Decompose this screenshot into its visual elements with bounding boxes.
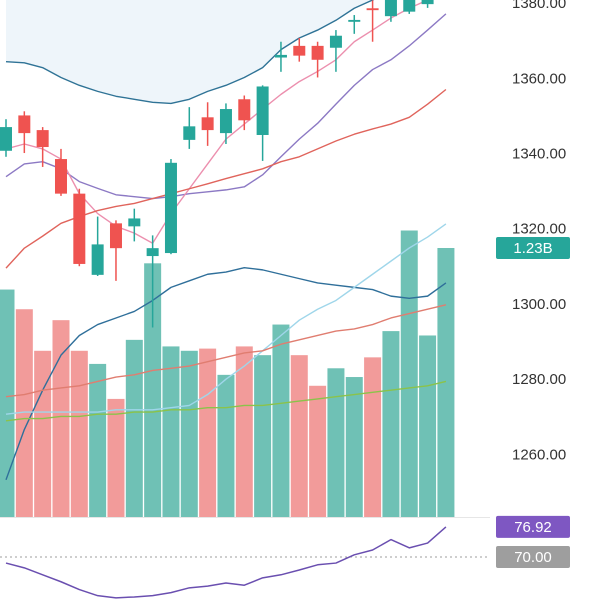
candle-body	[54, 159, 67, 194]
candle-body	[403, 0, 416, 12]
rsi-panel	[0, 526, 490, 599]
volume-bar	[235, 346, 253, 517]
y-tick-label: 1300.00	[512, 296, 566, 313]
volume-bar	[272, 324, 290, 517]
volume-bar	[364, 357, 382, 517]
candle-body	[109, 223, 122, 249]
volume-bar	[52, 320, 70, 517]
price-panel	[0, 0, 447, 328]
volume-bar	[199, 348, 217, 517]
volume-overlay-line	[5, 380, 447, 422]
y-tick-label: 1360.00	[512, 70, 566, 87]
y-tick-label: 1380.00	[512, 0, 566, 12]
rsi-reference-label: 70.00	[514, 549, 552, 566]
y-tick-label: 1320.00	[512, 221, 566, 238]
volume-bar	[107, 398, 125, 517]
price-overlay-line	[5, 0, 375, 105]
volume-last-label: 1.23B	[513, 240, 552, 257]
candle-body	[329, 35, 342, 48]
volume-bar	[125, 339, 143, 517]
volume-bar	[254, 355, 272, 517]
candle-body	[201, 117, 214, 131]
candle-body	[238, 99, 251, 121]
candle-body	[183, 126, 196, 140]
volume-bar	[180, 350, 198, 517]
volume-bar	[162, 346, 180, 517]
candle-body	[293, 45, 306, 56]
candle-body	[73, 193, 86, 264]
candle-body	[18, 115, 31, 134]
candle-body	[311, 45, 324, 60]
volume-bar	[89, 363, 107, 517]
volume-overlay-line	[5, 223, 447, 415]
volume-bar	[345, 377, 363, 517]
volume-bar	[400, 230, 418, 517]
price-axis: 1380.00 1360.00 1340.00 1320.00 1300.00 1280.…	[496, 0, 570, 568]
candle-body	[274, 54, 287, 58]
y-tick-label: 1260.00	[512, 446, 566, 463]
candle-body	[91, 244, 104, 275]
volume-bar	[327, 368, 345, 517]
volume-bar	[217, 374, 235, 517]
rsi-last-label-box	[496, 515, 570, 538]
candle-body	[0, 127, 12, 151]
volume-bar	[382, 331, 400, 517]
volume-bar	[290, 355, 308, 517]
candle-body	[36, 130, 49, 148]
volume-bar	[437, 248, 455, 517]
volume-panel	[0, 223, 455, 517]
volume-last-label-box	[496, 237, 570, 260]
candle-body	[366, 8, 379, 11]
candle-body	[421, 0, 434, 5]
candle-body	[164, 162, 177, 254]
volume-bar	[144, 263, 162, 517]
volume-bar	[70, 350, 88, 517]
candle-body	[256, 86, 269, 135]
y-tick-label: 1280.00	[512, 371, 566, 388]
candle-body	[219, 109, 232, 134]
price-overlay-line	[5, 13, 447, 200]
volume-bar	[0, 289, 15, 517]
rsi-line	[5, 526, 447, 599]
rsi-reference-label-box	[496, 545, 570, 568]
volume-bar	[15, 309, 33, 517]
candle-body	[146, 248, 159, 257]
band-shade	[6, 0, 446, 104]
volume-bar	[419, 335, 437, 517]
volume-overlay-line	[5, 304, 447, 398]
volume-bar	[34, 350, 52, 517]
volume-bar	[309, 385, 327, 517]
volume-overlay-line	[5, 266, 447, 481]
candle-body	[384, 0, 397, 17]
rsi-last-label: 76.92	[514, 519, 552, 536]
y-tick-label: 1340.00	[512, 146, 566, 163]
candle-body	[128, 218, 141, 227]
candle-body	[348, 19, 361, 22]
